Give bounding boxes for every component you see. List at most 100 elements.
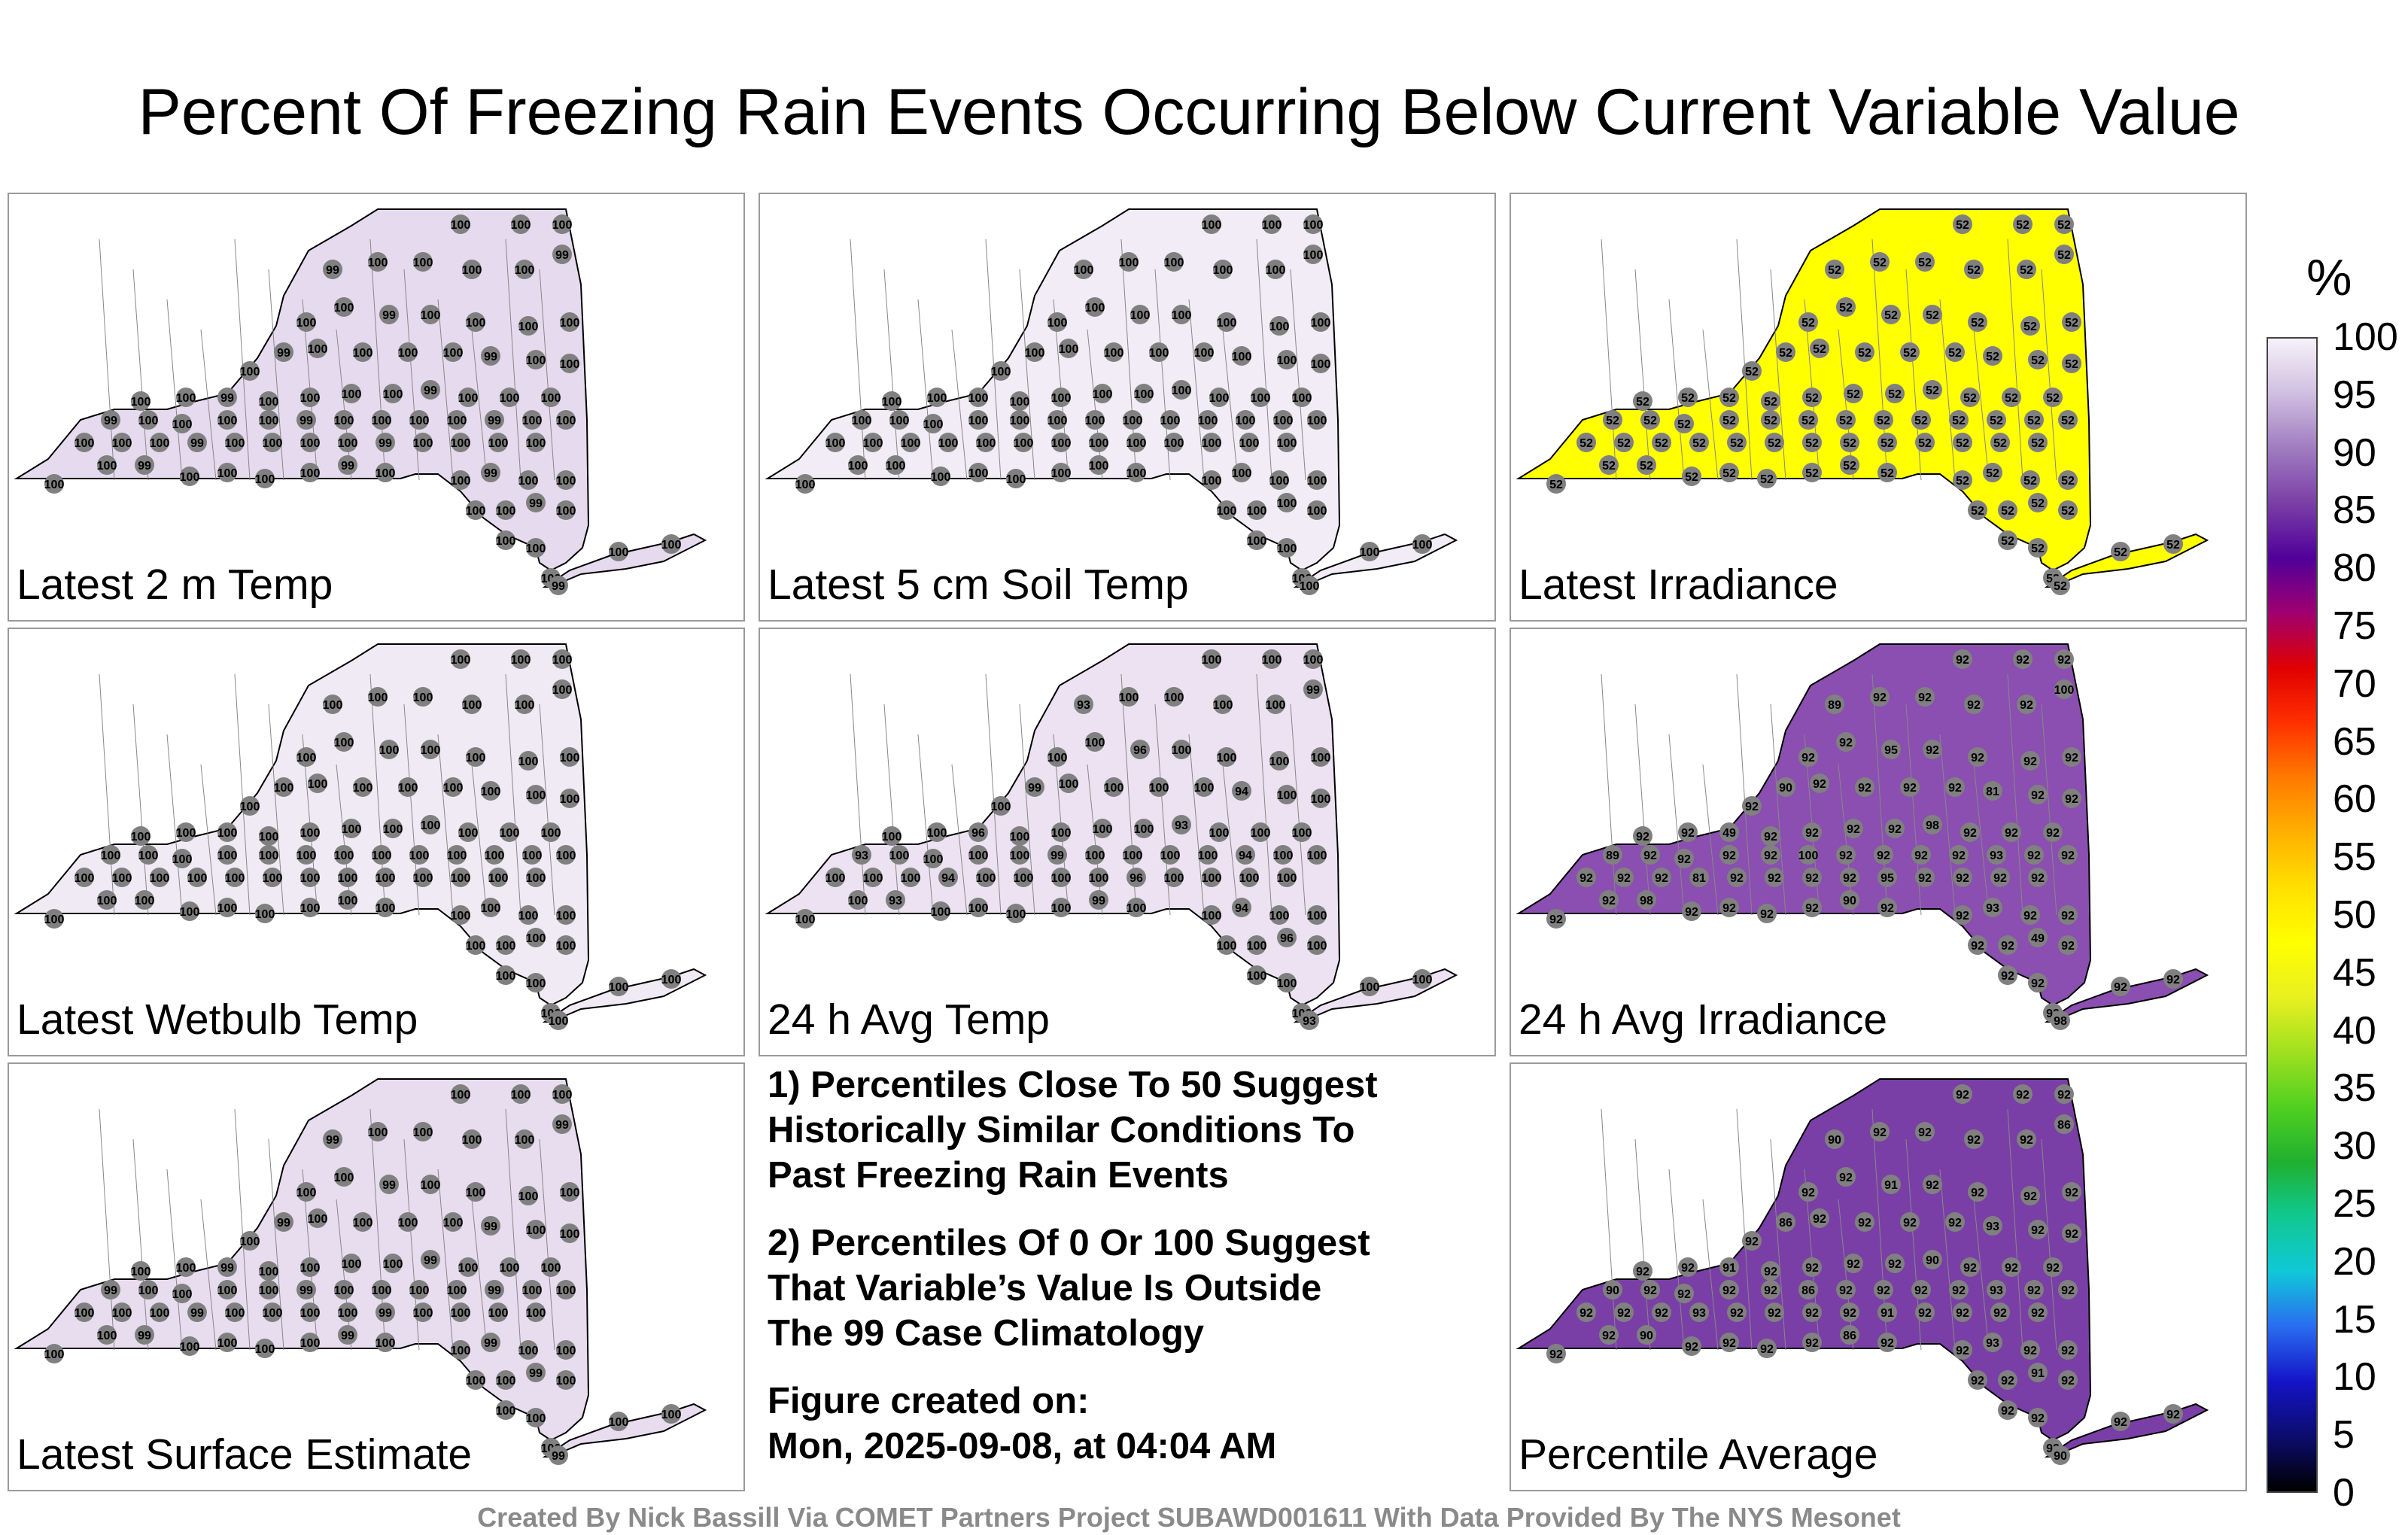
station-marker: 100	[1247, 965, 1266, 985]
station-value: 100	[323, 699, 343, 712]
station-value: 92	[1681, 1262, 1695, 1275]
station-marker: 100	[1089, 455, 1108, 475]
station-marker: 100	[1172, 305, 1191, 324]
station-value: 100	[1247, 535, 1267, 548]
station-marker: 100	[1119, 687, 1139, 707]
station-marker: 100	[334, 1280, 354, 1299]
station-marker: 100	[1051, 388, 1071, 407]
station-marker: 92	[2020, 905, 2040, 925]
station-marker: 92	[1870, 687, 1890, 707]
station-marker: 52	[1968, 500, 1987, 520]
station-marker: 100	[398, 1212, 418, 1232]
station-value: 52	[1813, 343, 1826, 356]
station-marker: 100	[938, 433, 958, 452]
station-marker: 52	[1885, 384, 1905, 403]
county-boundary	[1256, 239, 1272, 481]
station-value: 89	[1828, 699, 1841, 712]
station-value: 100	[485, 850, 505, 862]
station-value: 100	[372, 1284, 392, 1297]
station-value: 92	[2061, 910, 2075, 923]
station-value: 99	[277, 1217, 290, 1230]
station-value: 100	[97, 460, 117, 473]
station-value: 99	[190, 437, 204, 450]
station-value: 99	[190, 1307, 204, 1320]
station-marker: 100	[541, 822, 561, 842]
station-value: 52	[1655, 437, 1668, 450]
station-marker: 100	[1006, 904, 1026, 923]
station-value: 52	[2061, 505, 2075, 518]
station-marker: 52	[1719, 463, 1739, 482]
station-value: 52	[1636, 396, 1649, 409]
station-value: 100	[458, 1262, 479, 1275]
station-value: 92	[1843, 1307, 1856, 1320]
station-marker: 52	[2111, 542, 2130, 561]
station-marker: 100	[923, 849, 943, 868]
station-value: 100	[1277, 437, 1297, 450]
station-marker: 100	[1059, 774, 1078, 793]
station-value: 100	[458, 827, 479, 840]
station-marker: 100	[259, 410, 278, 430]
station-marker: 92	[1968, 1182, 1987, 1202]
station-marker: 99	[481, 346, 500, 366]
station-value: 92	[1685, 1341, 1698, 1354]
station-marker: 100	[500, 822, 519, 842]
station-value: 100	[1051, 902, 1072, 915]
station-marker: 100	[1277, 493, 1297, 512]
station-value: 100	[368, 1126, 388, 1139]
station-marker: 100	[1262, 649, 1282, 669]
station-marker: 100	[462, 260, 482, 279]
station-value: 100	[518, 1345, 539, 1357]
station-marker: 100	[296, 1182, 316, 1202]
county-boundary	[166, 1169, 183, 1351]
station-marker: 92	[1844, 819, 1863, 838]
station-value: 92	[1967, 1134, 1981, 1147]
station-value: 52	[1677, 418, 1691, 431]
station-value: 100	[462, 1134, 482, 1147]
station-value: 100	[1303, 654, 1324, 667]
station-marker: 52	[2062, 312, 2081, 332]
station-value: 100	[1051, 437, 1072, 450]
station-marker: 100	[135, 890, 154, 910]
station-value: 100	[541, 1262, 561, 1275]
station-marker: 92	[1719, 1333, 1739, 1352]
station-marker: 100	[259, 391, 278, 411]
station-marker: 52	[2028, 350, 2048, 369]
station-value: 100	[526, 543, 546, 555]
station-value: 92	[1880, 1337, 1894, 1350]
station-value: 92	[1948, 1217, 1962, 1230]
station-marker: 100	[1134, 384, 1154, 403]
station-marker: 52	[1603, 410, 1622, 430]
station-marker: 100	[1277, 433, 1297, 452]
station-marker: 100	[372, 410, 391, 430]
station-value: 100	[466, 317, 486, 330]
station-value: 100	[180, 471, 200, 484]
station-value: 100	[451, 219, 471, 232]
station-value: 100	[334, 850, 354, 862]
station-marker: 100	[2054, 679, 2074, 699]
station-marker: 100	[1217, 500, 1236, 520]
station-value: 100	[1134, 823, 1154, 836]
station-value: 92	[2114, 981, 2127, 994]
station-marker: 100	[1164, 868, 1184, 887]
station-marker: 52	[2058, 500, 2078, 520]
station-marker: 100	[1311, 789, 1330, 808]
county-boundary	[1702, 329, 1719, 481]
station-marker: 92	[2028, 868, 2048, 887]
station-marker: 100	[255, 469, 275, 488]
station-marker: 100	[496, 965, 515, 985]
station-value: 100	[1194, 782, 1215, 795]
station-marker: 100	[968, 410, 988, 430]
station-value: 99	[484, 1220, 497, 1233]
station-value: 100	[541, 392, 561, 405]
station-value: 100	[413, 692, 433, 704]
station-marker: 52	[1761, 391, 1780, 411]
station-value: 100	[522, 850, 543, 862]
station-value: 93	[1986, 1337, 1999, 1350]
station-value: 92	[1764, 850, 1777, 862]
station-value: 100	[1269, 755, 1290, 768]
station-value: 92	[1801, 752, 1815, 764]
station-marker: 100	[217, 898, 237, 917]
station-marker: 92	[1915, 687, 1935, 707]
station-value: 100	[1014, 872, 1034, 885]
station-marker: 99	[485, 410, 504, 430]
